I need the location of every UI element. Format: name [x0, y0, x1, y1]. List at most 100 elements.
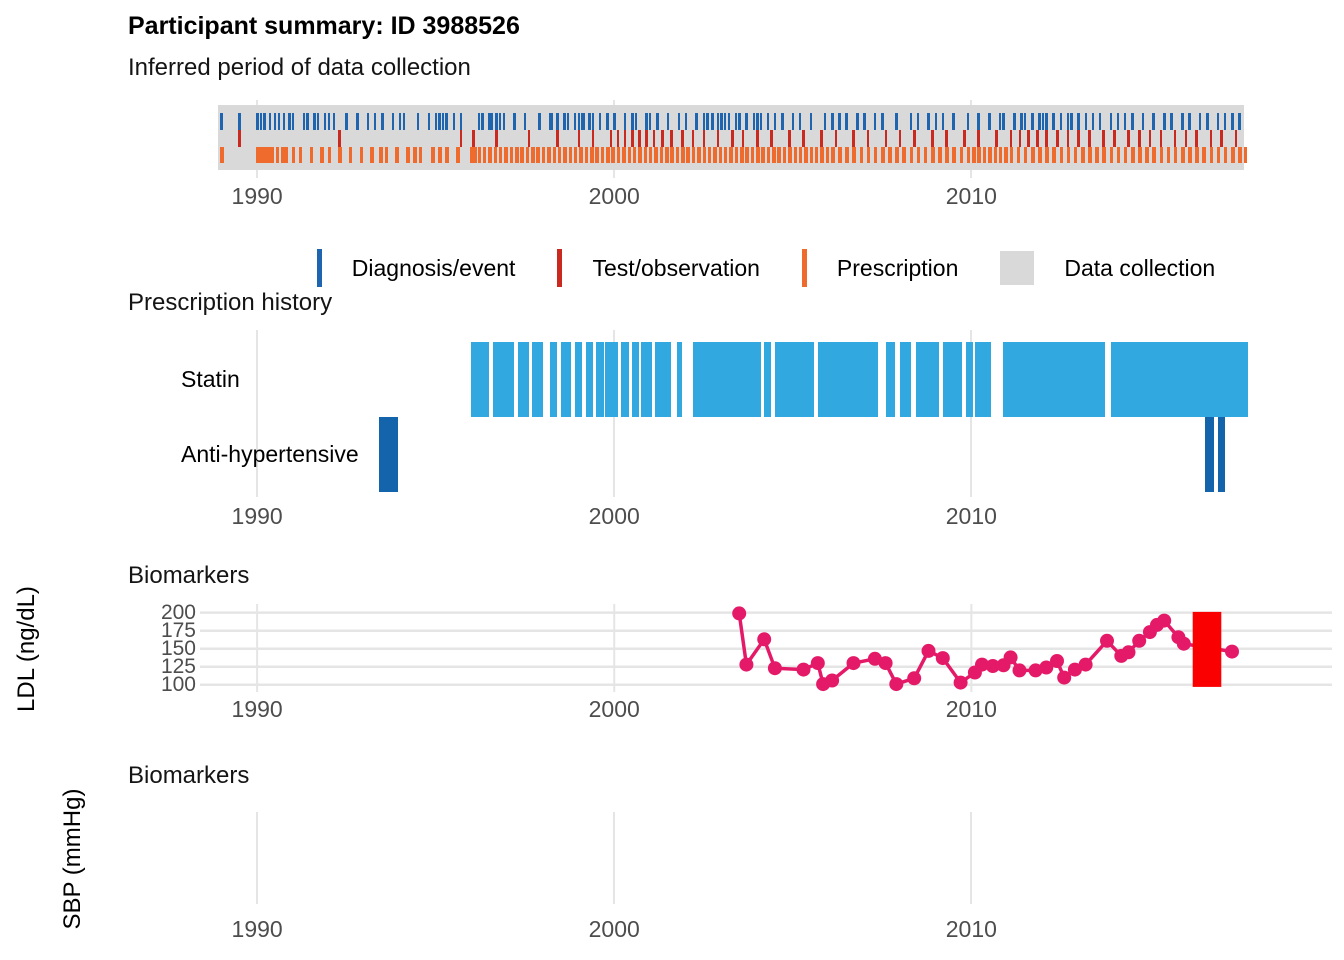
ldl-data-point: [1078, 657, 1093, 672]
diagnosis-event-tick: [706, 113, 709, 130]
prescription-tick: [584, 147, 589, 163]
test-observation-tick: [681, 130, 684, 147]
diagnosis-event-tick: [598, 113, 602, 130]
diagnosis-event-tick: [1152, 113, 1155, 130]
statin-segment: [560, 342, 572, 417]
diagnosis-event-tick: [988, 113, 991, 130]
prescription-tick: [873, 147, 878, 163]
ldl-data-point: [1039, 660, 1054, 675]
prescription-tick: [431, 147, 435, 163]
diagnosis-event-tick: [941, 113, 945, 130]
statin-segment: [532, 342, 543, 417]
x-gridline: [970, 812, 973, 904]
diagnosis-event-tick: [1041, 113, 1045, 130]
diagnosis-event-tick: [356, 113, 359, 130]
test-observation-tick: [756, 130, 759, 147]
prescription-tick: [298, 147, 303, 163]
prescription-tick: [788, 147, 792, 163]
statin-segment: [1110, 342, 1249, 417]
diagnosis-event-tick: [488, 113, 491, 130]
diagnosis-event-tick: [1045, 113, 1048, 130]
prescription-tick: [263, 147, 267, 163]
diagnosis-event-tick: [952, 113, 955, 130]
prescription-tick: [281, 147, 285, 163]
statin-segment: [965, 342, 974, 417]
diagnosis-event-tick: [1077, 113, 1080, 130]
diagnosis-event-tick: [391, 113, 395, 130]
diagnosis-event-tick: [481, 113, 484, 130]
x-tick-label: 2010: [945, 916, 997, 942]
diagnosis-event-tick: [313, 113, 316, 130]
test-observation-tick: [866, 130, 870, 147]
diagnosis-event-tick: [720, 113, 723, 130]
test-observation-tick: [238, 130, 241, 147]
test-observation-tick: [1127, 130, 1130, 147]
ldl-data-point: [921, 643, 936, 658]
test-observation-tick: [802, 130, 805, 147]
prescription-tick: [691, 147, 696, 163]
diagnosis-event-tick: [582, 113, 586, 130]
prescription-tick: [895, 147, 899, 163]
diagnosis-event-tick: [677, 113, 680, 130]
timeline-subtitle: Inferred period of data collection: [128, 54, 471, 81]
anti-hypertensive-segment: [378, 417, 399, 492]
diagnosis-event-tick: [556, 113, 559, 130]
diagnosis-event-tick: [759, 113, 763, 130]
test-observation-tick: [995, 130, 998, 147]
prescription-tick: [804, 147, 808, 163]
test-observation-tick: [591, 130, 595, 147]
prescription-tick: [723, 147, 728, 163]
prescription-tick: [959, 147, 964, 163]
ldl-line-chart: [200, 604, 1332, 692]
legend-label: Test/observation: [592, 254, 760, 281]
statin-segment: [471, 342, 490, 417]
prescription-tick: [654, 147, 658, 163]
prescription-tick: [1031, 147, 1035, 163]
prescription-tick: [1173, 147, 1178, 163]
diagnosis-event-tick: [1163, 113, 1166, 130]
test-observation-tick: [1045, 130, 1048, 147]
prescription-tick: [563, 147, 567, 163]
prescription-tick: [509, 147, 514, 163]
test-observation-tick: [884, 130, 888, 147]
prescription-tick: [259, 147, 264, 163]
diagnosis-event-tick: [452, 113, 456, 130]
prescription-tick: [938, 147, 942, 163]
prescription-tick: [740, 147, 744, 163]
test-observation-tick: [1184, 130, 1188, 147]
diagnosis-event-tick: [591, 113, 595, 130]
prescription-tick: [627, 147, 632, 163]
prescription-tick: [470, 147, 474, 163]
diagnosis-event-tick: [977, 113, 980, 130]
prescription-tick: [291, 147, 296, 163]
diagnosis-event-tick: [1216, 113, 1220, 130]
test-observation-tick: [577, 130, 581, 147]
diagnosis-event-tick: [1223, 113, 1227, 130]
ldl-data-point: [810, 656, 825, 671]
prescription-tick: [482, 147, 487, 163]
prescription-tick: [418, 147, 423, 163]
prescription-tick: [1181, 147, 1185, 163]
prescription-tick: [888, 147, 892, 163]
prescription-row-label: Statin: [181, 366, 240, 392]
statin-segment: [517, 342, 529, 417]
test-observation-tick: [741, 130, 745, 147]
prescription-tick: [952, 147, 956, 163]
test-observation-tick: [638, 130, 641, 147]
prescription-tick: [438, 147, 442, 163]
diagnosis-event-tick: [323, 113, 327, 130]
test-observation-tick: [652, 130, 655, 147]
ldl-data-point: [796, 662, 811, 677]
prescription-tick: [977, 147, 981, 163]
x-tick-label: 1990: [231, 503, 283, 529]
test-observation-tick: [770, 130, 773, 147]
ldl-y-axis-title: LDL (ng/dL): [13, 586, 40, 712]
diagnosis-event-tick: [656, 113, 659, 130]
diagnosis-event-tick: [502, 113, 506, 130]
diagnosis-event-tick: [909, 113, 913, 130]
test-observation-tick: [1209, 130, 1213, 147]
prescription-tick: [1116, 147, 1121, 163]
diagnosis-event-tick: [306, 113, 309, 130]
diagnosis-event-tick: [734, 113, 738, 130]
prescription-tick: [1016, 147, 1021, 163]
